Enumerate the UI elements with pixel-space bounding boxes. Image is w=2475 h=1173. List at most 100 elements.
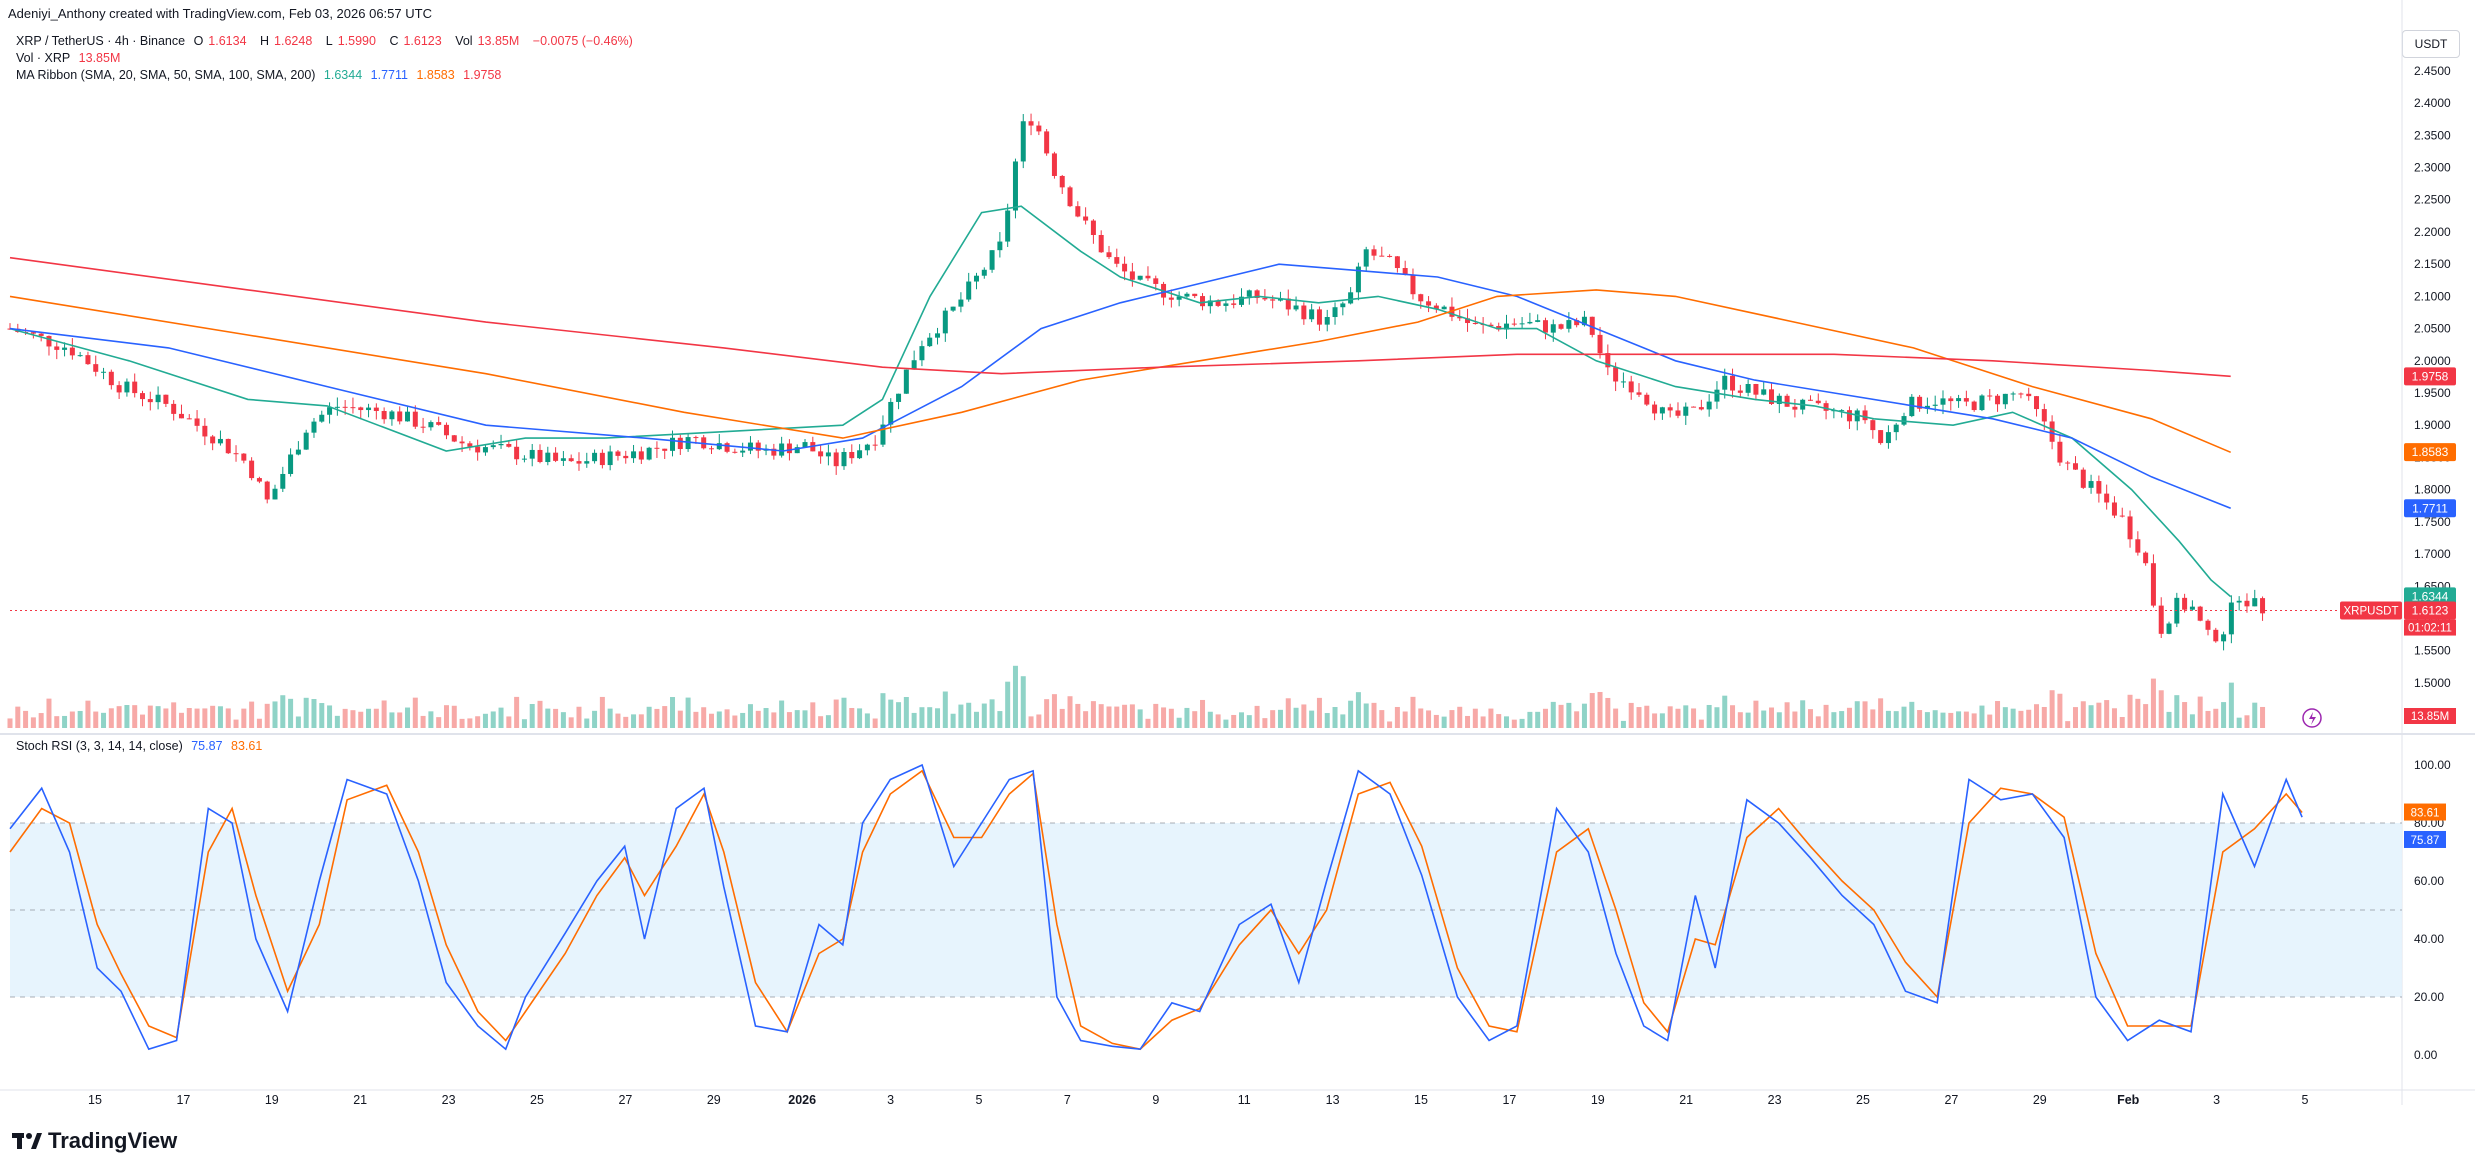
candle-body [1901, 416, 1907, 425]
volume-bar [1737, 712, 1743, 728]
time-tick-label: Feb [2117, 1093, 2140, 1107]
stoch-d-badge [2404, 803, 2446, 821]
candle-body [950, 306, 956, 311]
candle-body [818, 451, 824, 457]
candle-body [1207, 300, 1213, 307]
candle-body [1987, 395, 1993, 397]
candle-body [2088, 481, 2094, 488]
volume-bar [2034, 704, 2040, 728]
volume-bar [1036, 714, 1042, 728]
volume-bar [1761, 710, 1767, 728]
candle-body [1254, 290, 1260, 299]
candle-body [599, 452, 605, 466]
vol-value: 13.85M [477, 34, 520, 48]
volume-bar [1044, 699, 1050, 728]
open-label: O [193, 34, 204, 48]
candle-body [1589, 316, 1595, 335]
volume-bar [2244, 715, 2250, 728]
candle-body [1293, 305, 1299, 310]
volume-bar [1075, 703, 1081, 728]
high-label: H [260, 34, 270, 48]
volume-bar [342, 708, 348, 728]
candle-body [1605, 353, 1611, 368]
countdown-label: 01:02:11 [2408, 623, 2452, 635]
volume-bar [2189, 714, 2195, 728]
volume-bar [1924, 712, 1930, 728]
candle-body [373, 407, 379, 411]
open-value: 1.6134 [208, 34, 247, 48]
volume-bar [2236, 717, 2242, 728]
volume-bar [1215, 714, 1221, 728]
candle-body [225, 438, 231, 454]
price-tick-label: 1.9000 [2414, 418, 2451, 432]
candle-body [1971, 401, 1977, 411]
volume-bar [171, 702, 177, 728]
stoch-tick-label: 60.00 [2414, 874, 2444, 888]
candle-body [256, 478, 262, 482]
candle-body [997, 241, 1003, 251]
candle-body [2213, 629, 2219, 642]
candle-body [443, 424, 449, 436]
candle-body [521, 458, 527, 460]
volume-bar [2150, 678, 2156, 728]
price-tick-label: 2.2000 [2414, 225, 2451, 239]
candle-body [1262, 298, 1268, 300]
time-tick-label: 2026 [788, 1093, 816, 1107]
candle-body [2072, 463, 2078, 470]
volume-badge-label: 13.85M [2411, 711, 2449, 723]
volume-bar [1324, 713, 1330, 728]
volume-bar [1698, 719, 1704, 728]
volume-bar [1129, 704, 1135, 728]
ma20-value: 1.6344 [323, 68, 363, 82]
volume-bar [1145, 718, 1151, 728]
candle-body [1044, 131, 1050, 154]
candle-body [1846, 410, 1852, 422]
volume-bar [1932, 710, 1938, 728]
candle-body [1940, 398, 1946, 405]
price-tick-label: 2.1500 [2414, 257, 2451, 271]
volume-bar [241, 708, 247, 728]
volume-bar [319, 703, 325, 728]
volume-bar [1948, 712, 1954, 728]
time-tick-label: 5 [2302, 1093, 2309, 1107]
stoch-tick-label: 40.00 [2414, 932, 2444, 946]
volume-bar [670, 697, 676, 728]
candle-body [2026, 393, 2032, 397]
candle-body [646, 447, 652, 460]
candle-body [1885, 432, 1891, 444]
volume-bar [1839, 711, 1845, 728]
candle-body [1270, 299, 1276, 301]
volume-legend-value: 13.85M [78, 51, 121, 65]
candle-body [2111, 502, 2117, 516]
price-badge [2404, 587, 2456, 606]
candle-body [1504, 323, 1510, 330]
tradingview-brand[interactable]: TradingView [12, 1128, 177, 1154]
candle-body [1995, 395, 2001, 405]
volume-bar [896, 702, 902, 728]
volume-bar [1418, 708, 1424, 728]
volume-bar [1956, 711, 1962, 728]
volume-bar [825, 715, 831, 728]
volume-bar [1917, 710, 1923, 728]
candle-body [833, 452, 839, 467]
price-badge [2404, 601, 2456, 620]
candle-body [1426, 301, 1432, 306]
volume-bar [140, 714, 146, 728]
candle-body [1285, 298, 1291, 310]
price-badge [2404, 499, 2456, 518]
currency-button[interactable]: USDT [2402, 30, 2460, 58]
candle-body [311, 421, 317, 433]
volume-bar [732, 715, 738, 728]
volume-bar [685, 697, 691, 728]
volume-bar [147, 705, 153, 728]
candle-body [350, 407, 356, 409]
volume-bar [77, 710, 83, 728]
candle-body [1667, 407, 1673, 411]
created-by-line: Adeniyi_Anthony created with TradingView… [8, 6, 432, 21]
volume-bar [1519, 718, 1525, 728]
candle-body [389, 411, 395, 420]
candle-body [1527, 321, 1533, 324]
candle-body [2158, 605, 2164, 634]
candle-body [303, 432, 309, 450]
